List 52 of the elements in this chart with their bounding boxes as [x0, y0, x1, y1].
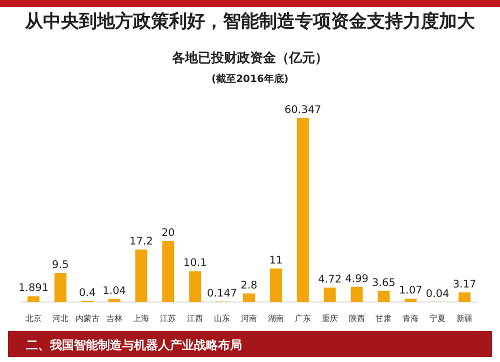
data-label: 3.65	[372, 276, 396, 289]
data-label: 4.99	[345, 272, 368, 285]
x-tick-label: 山东	[214, 314, 230, 323]
text: 二、我国智能制造与机器人产业战略布局	[26, 338, 242, 352]
bar	[270, 268, 282, 302]
data-label: 9.5	[52, 259, 69, 272]
data-label: 4.72	[318, 274, 342, 286]
x-tick-label: 甘肃	[376, 314, 392, 323]
data-label: 10.1	[183, 257, 207, 270]
data-label: 60.347	[284, 104, 322, 116]
data-label: 11	[269, 254, 283, 266]
bar	[189, 271, 202, 302]
x-tick-label: 河北	[52, 314, 68, 323]
x-tick-label: 重庆	[322, 314, 338, 323]
data-label: 0.04	[426, 288, 450, 300]
x-tick-label: 上海	[133, 314, 150, 323]
bar	[378, 290, 390, 302]
data-label: 1.04	[102, 284, 126, 297]
data-label: 3.17	[452, 278, 476, 290]
x-tick-label: 宁夏	[430, 314, 446, 323]
x-tick-label: 湖南	[268, 314, 284, 323]
data-label: 2.8	[240, 279, 258, 292]
bar	[324, 288, 336, 302]
bar	[296, 118, 309, 302]
chart-title: 从中央到地方政策利好，智能制造专项资金支持力度加大	[24, 11, 476, 32]
bar	[243, 293, 255, 302]
bar	[27, 296, 40, 302]
chart-subtitle: 各地已投财政资金（亿元）	[171, 51, 328, 66]
data-label: 20	[161, 227, 175, 240]
bar	[135, 250, 148, 302]
bar	[162, 241, 174, 302]
x-tick-label: 新疆	[456, 314, 473, 323]
x-tick-label: 内蒙古	[75, 314, 100, 323]
x-tick-label: 广东	[294, 314, 311, 323]
x-tick-label: 江西	[187, 314, 204, 323]
data-label: 0.4	[79, 286, 96, 299]
x-tick-label: 河南	[241, 314, 257, 323]
bar	[54, 273, 66, 302]
x-tick-label: 青海	[402, 314, 419, 323]
data-label: 1.891	[18, 282, 48, 294]
bar	[458, 292, 471, 302]
x-tick-label: 吉林	[106, 314, 122, 323]
x-tick-label: 江苏	[160, 314, 176, 323]
bar	[404, 298, 417, 302]
bar	[350, 286, 363, 302]
x-tick-label: 陕西	[348, 314, 365, 323]
data-label: 0.147	[207, 288, 238, 300]
data-label: 1.07	[398, 284, 422, 297]
data-label: 17.2	[130, 236, 153, 248]
text: (截至2016年底)	[212, 73, 288, 85]
bar	[108, 298, 120, 302]
x-tick-label: 北京	[25, 314, 42, 323]
